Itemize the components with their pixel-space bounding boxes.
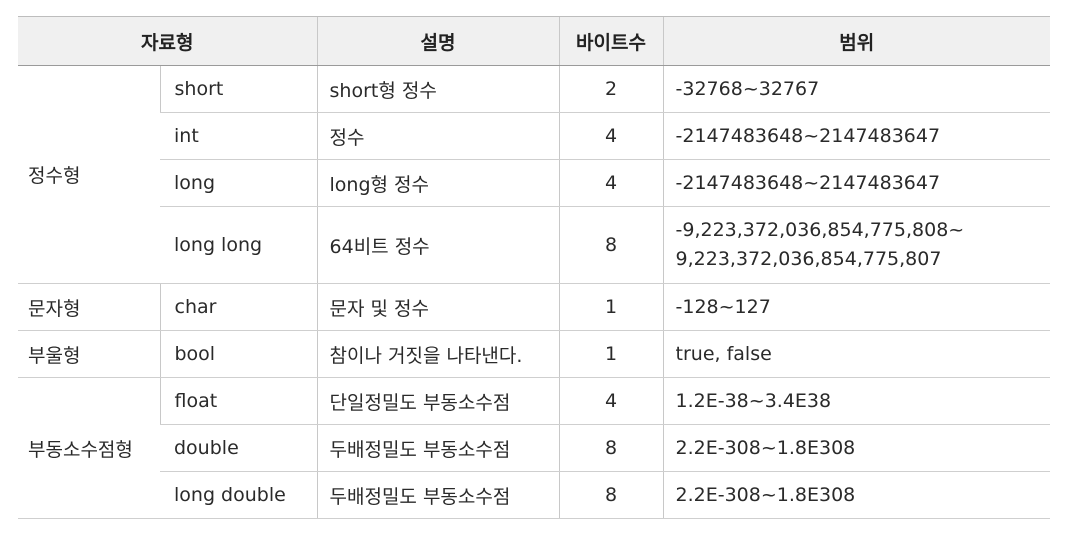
type-cell: short — [159, 65, 318, 113]
table-row: 부울형 bool 참이나 거짓을 나타낸다. 1 true, false — [18, 330, 1051, 378]
type-cell: int — [160, 112, 318, 160]
range-cell: -128~127 — [662, 283, 1051, 331]
data-types-table: 자료형 설명 바이트수 범위 정수형 short short형 정수 2 -32… — [18, 16, 1051, 519]
category-cell: 정수형 — [18, 65, 160, 284]
description-cell: long형 정수 — [316, 159, 560, 207]
description-cell: 정수 — [316, 112, 560, 160]
data-types-table-container: 자료형 설명 바이트수 범위 정수형 short short형 정수 2 -32… — [18, 16, 1051, 519]
category-cell: 부동소수점형 — [18, 377, 160, 519]
type-cell: long double — [160, 471, 318, 519]
bytes-cell: 8 — [558, 471, 664, 519]
range-line-2: 9,223,372,036,854,775,807 — [675, 248, 942, 270]
header-bytes: 바이트수 — [558, 16, 664, 66]
header-type: 자료형 — [18, 16, 318, 66]
range-cell: -9,223,372,036,854,775,808~ 9,223,372,03… — [662, 206, 1051, 284]
type-cell: char — [159, 283, 318, 331]
bytes-cell: 4 — [558, 159, 664, 207]
description-cell: 참이나 거짓을 나타낸다. — [316, 330, 560, 378]
bytes-cell: 1 — [558, 283, 664, 331]
table-row: double 두배정밀도 부동소수점 8 2.2E-308~1.8E308 — [18, 424, 1051, 472]
range-cell: true, false — [662, 330, 1051, 378]
description-cell: 두배정밀도 부동소수점 — [316, 471, 560, 519]
type-cell: long long — [160, 206, 318, 284]
table-row: int 정수 4 -2147483648~2147483647 — [18, 112, 1051, 160]
table-row: 문자형 char 문자 및 정수 1 -128~127 — [18, 283, 1051, 331]
bytes-cell: 2 — [558, 65, 664, 113]
table-row: long long형 정수 4 -2147483648~2147483647 — [18, 159, 1051, 207]
range-line-1: -9,223,372,036,854,775,808~ — [675, 219, 965, 241]
category-cell: 문자형 — [18, 283, 160, 331]
type-cell: long — [160, 159, 318, 207]
range-cell: -32768~32767 — [662, 65, 1051, 113]
header-description: 설명 — [316, 16, 560, 66]
description-cell: 문자 및 정수 — [316, 283, 560, 331]
range-cell: -2147483648~2147483647 — [662, 112, 1051, 160]
type-cell: double — [160, 424, 318, 472]
bytes-cell: 8 — [558, 206, 664, 284]
table-row: long long 64비트 정수 8 -9,223,372,036,854,7… — [18, 206, 1051, 284]
table-row: 부동소수점형 float 단일정밀도 부동소수점 4 1.2E-38~3.4E3… — [18, 377, 1051, 519]
description-cell: 64비트 정수 — [316, 206, 560, 284]
bytes-cell: 4 — [558, 112, 664, 160]
range-cell: -2147483648~2147483647 — [662, 159, 1051, 207]
category-cell: 부울형 — [18, 330, 160, 378]
range-cell: 2.2E-308~1.8E308 — [662, 471, 1051, 519]
bytes-cell: 1 — [558, 330, 664, 378]
description-cell: 두배정밀도 부동소수점 — [316, 424, 560, 472]
table-row: 정수형 short short형 정수 2 -32768~32767 — [18, 65, 1051, 284]
description-cell: short형 정수 — [316, 65, 560, 113]
header-range: 범위 — [662, 16, 1051, 66]
type-cell: bool — [159, 330, 318, 378]
bytes-cell: 8 — [558, 424, 664, 472]
range-cell: 2.2E-308~1.8E308 — [662, 424, 1051, 472]
header-row: 자료형 설명 바이트수 범위 — [18, 16, 1051, 66]
bytes-cell: 4 — [558, 377, 664, 425]
range-cell: 1.2E-38~3.4E38 — [662, 377, 1051, 425]
description-cell: 단일정밀도 부동소수점 — [316, 377, 560, 425]
type-cell: float — [159, 377, 318, 425]
table-row: long double 두배정밀도 부동소수점 8 2.2E-308~1.8E3… — [18, 471, 1051, 519]
